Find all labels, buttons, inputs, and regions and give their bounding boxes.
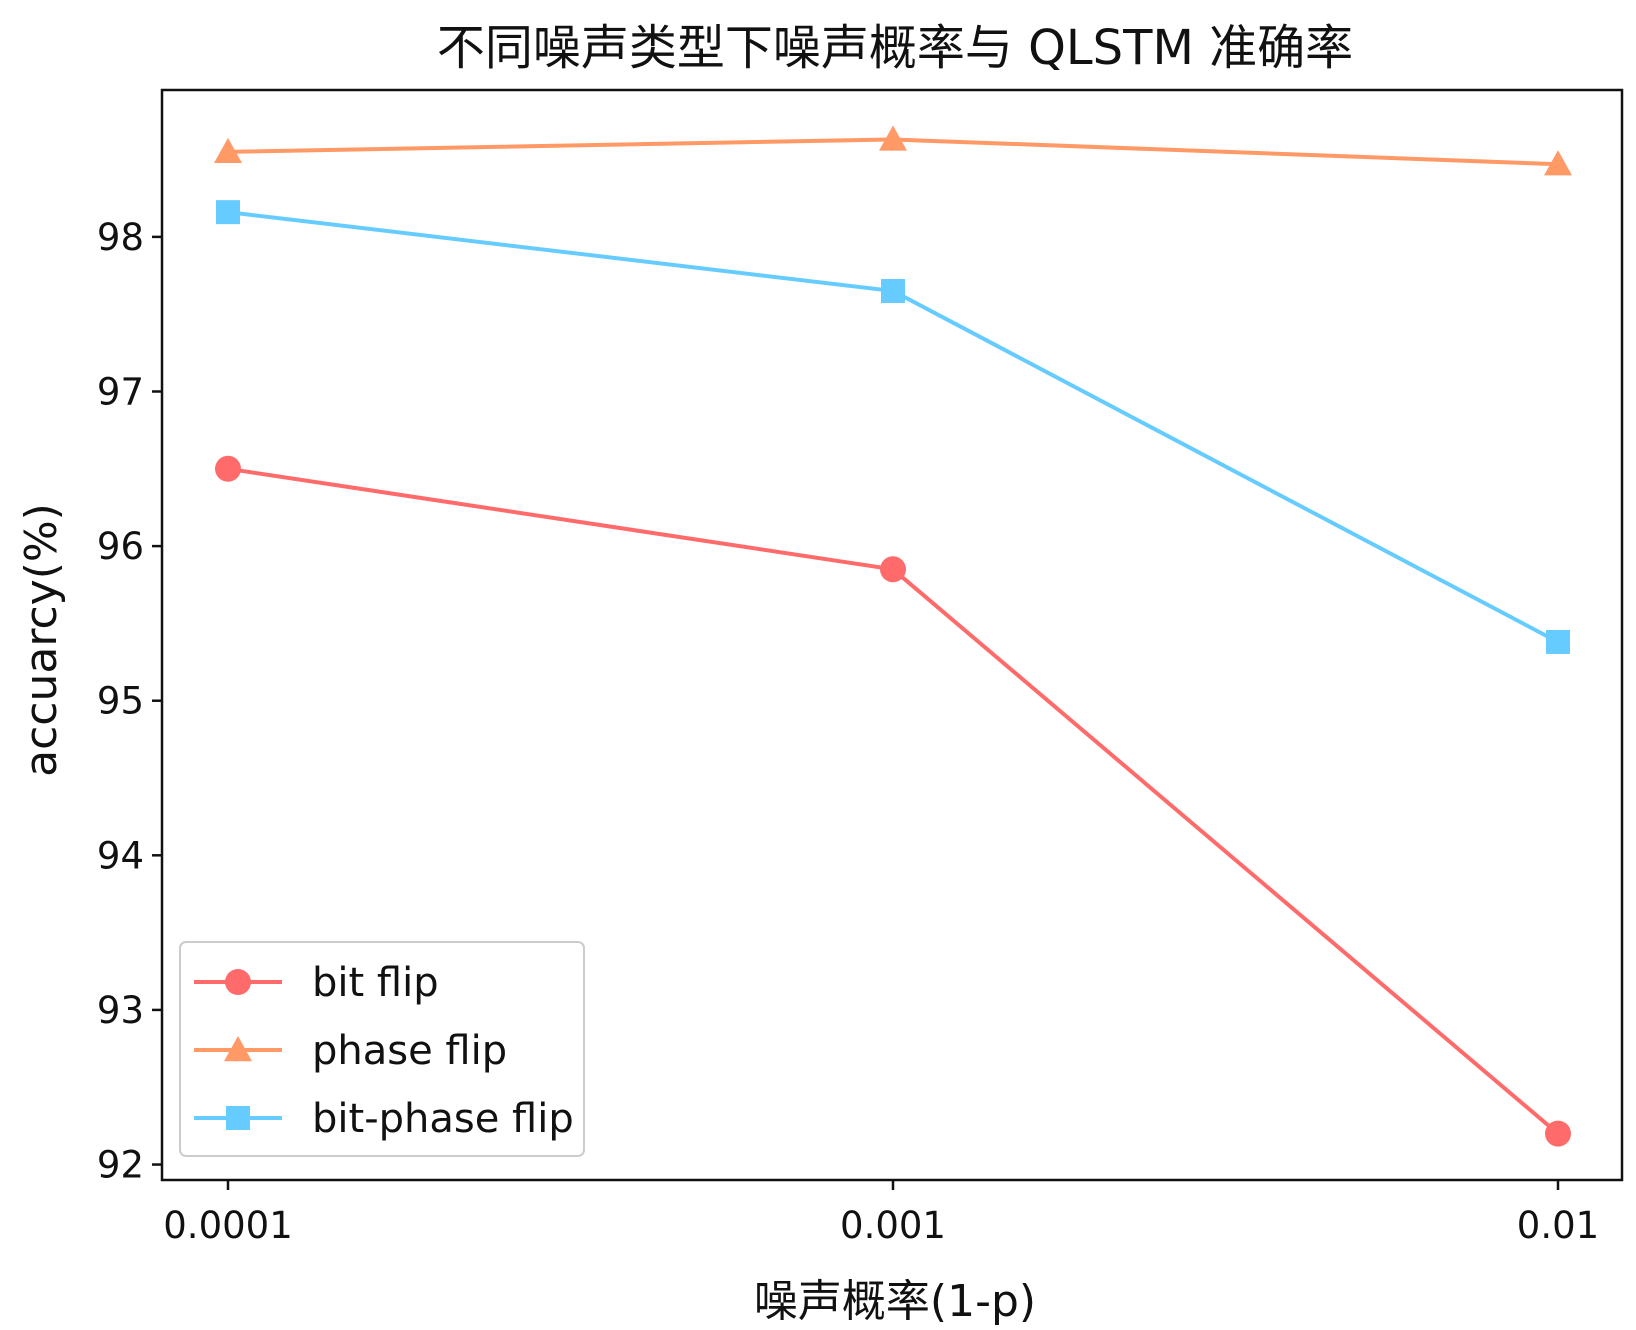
data-point-phase-flip: [879, 125, 907, 151]
legend-label: bit flip: [312, 960, 439, 1006]
legend-marker: [225, 969, 251, 995]
data-point-bit-phase-flip: [216, 200, 240, 225]
x-axis-label: 噪声概率(1-p): [754, 1276, 1036, 1327]
legend-entry: bit-phase flip: [194, 1096, 574, 1142]
chart-title: 不同噪声类型下噪声概率与 QLSTM 准确率: [437, 20, 1353, 76]
data-point-bit-flip: [1545, 1120, 1571, 1147]
legend-marker: [224, 1036, 252, 1062]
y-tick-label: 93: [97, 989, 144, 1032]
legend-label: phase flip: [312, 1028, 507, 1074]
legend-box: [179, 941, 585, 1157]
y-tick-label: 92: [97, 1144, 144, 1187]
series-phase-flip: [214, 125, 1572, 176]
y-tick-label: 94: [97, 834, 144, 877]
x-tick-label: 0.01: [1517, 1204, 1599, 1247]
y-tick-label: 98: [97, 216, 144, 259]
data-point-bit-flip: [215, 455, 241, 482]
y-tick-label: 96: [97, 525, 144, 568]
y-tick-label: 97: [97, 370, 144, 413]
data-point-bit-phase-flip: [881, 278, 905, 303]
y-tick-label: 95: [97, 680, 144, 723]
data-point-phase-flip: [214, 137, 242, 164]
data-point-bit-flip: [880, 556, 906, 583]
y-axis-label: accuarcy(%): [16, 503, 67, 777]
series-bit-flip: [215, 455, 1571, 1147]
data-point-phase-flip: [1544, 150, 1572, 176]
plot-area: 92 93 94 95 96 97 98 0.0001 0.001 0.01: [97, 88, 1624, 1247]
legend-label: bit-phase flip: [312, 1096, 574, 1142]
data-point-bit-phase-flip: [1546, 629, 1570, 654]
legend-marker: [226, 1106, 250, 1130]
x-tick-label: 0.001: [840, 1204, 946, 1247]
legend-entry: phase flip: [194, 1028, 507, 1074]
series-bit-phase-flip: [216, 200, 1570, 654]
x-tick-label: 0.0001: [163, 1204, 292, 1247]
legend-entry: bit flip: [194, 960, 439, 1006]
legend: bit flip phase flip bit-phase flip: [179, 941, 585, 1157]
